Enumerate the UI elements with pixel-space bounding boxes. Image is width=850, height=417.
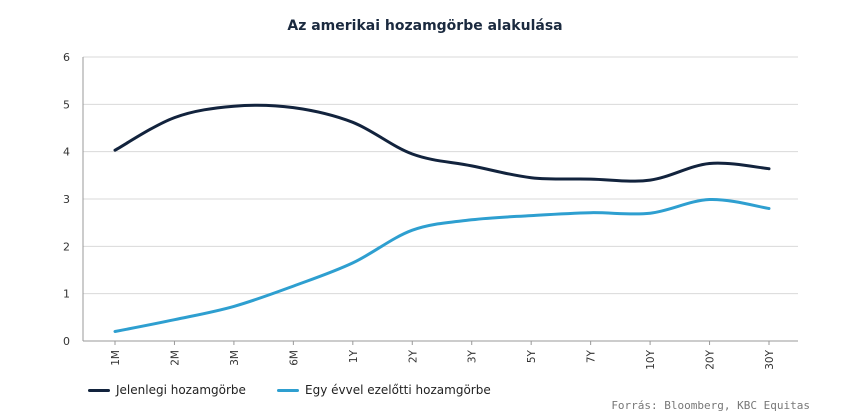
chart-title: Az amerikai hozamgörbe alakulása <box>287 18 563 34</box>
legend-item-year-ago: Egy évvel ezelőtti hozamgörbe <box>277 381 491 399</box>
x-tick-label-10Y: 10Y <box>645 349 657 369</box>
series-lines <box>113 103 771 333</box>
x-tick-label-20Y: 20Y <box>705 349 717 369</box>
y-tick-label-6: 6 <box>63 51 70 64</box>
legend-swatch-current <box>88 388 110 392</box>
y-tick-label-3: 3 <box>63 193 70 206</box>
source-note: Forrás: Bloomberg, KBC Equitas <box>611 399 810 412</box>
y-axis-ticks: 0 1 2 3 4 5 6 <box>63 51 70 348</box>
x-tick-label-1Y: 1Y <box>348 349 360 363</box>
x-tick-label-2Y: 2Y <box>407 349 419 363</box>
y-tick-label-5: 5 <box>63 98 70 111</box>
x-axis-ticks: 1M 2M 3M 6M 1Y 2Y 3Y 5Y 7Y 10Y 20Y 30Y <box>110 341 776 370</box>
y-tick-label-4: 4 <box>63 146 70 159</box>
legend-item-current: Jelenlegi hozamgörbe <box>88 381 246 399</box>
y-tick-label-1: 1 <box>63 288 70 301</box>
x-tick-label-6M: 6M <box>288 350 300 366</box>
x-tick-label-3M: 3M <box>229 350 241 366</box>
x-tick-label-1M: 1M <box>110 350 122 366</box>
x-tick-label-5Y: 5Y <box>526 349 538 363</box>
legend-swatch-year-ago <box>277 388 299 392</box>
legend-label-year-ago: Egy évvel ezelőtti hozamgörbe <box>305 383 491 397</box>
series-line-year-ago <box>113 197 771 333</box>
x-tick-label-7Y: 7Y <box>586 349 598 363</box>
gridlines <box>82 56 798 342</box>
y-tick-label-0: 0 <box>63 335 70 348</box>
y-tick-label-2: 2 <box>63 240 70 253</box>
x-tick-label-2M: 2M <box>169 350 181 366</box>
x-tick-label-3Y: 3Y <box>467 349 479 363</box>
x-tick-label-30Y: 30Y <box>764 349 776 369</box>
legend-label-current: Jelenlegi hozamgörbe <box>116 383 246 397</box>
series-line-current <box>113 103 771 183</box>
